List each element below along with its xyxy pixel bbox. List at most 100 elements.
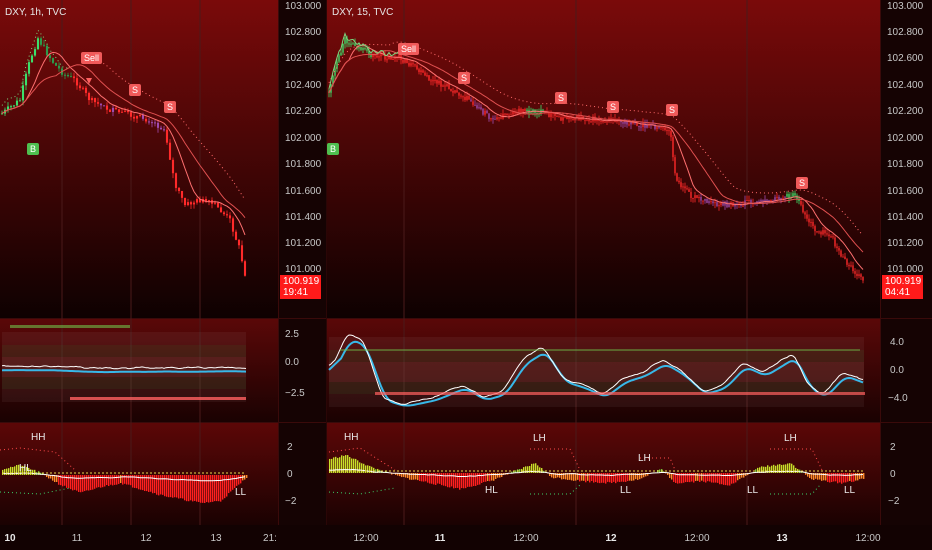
histogram-bar [80, 475, 82, 493]
buy-signal-flag: B [327, 143, 340, 155]
hist-tick: 0 [890, 469, 896, 480]
candle-body [362, 47, 364, 50]
candle-body [342, 43, 344, 53]
sell-signal-flag: S [458, 72, 471, 84]
histogram-bar [66, 475, 68, 488]
histogram-bar [20, 465, 22, 475]
candle-body [240, 245, 244, 262]
histogram-bar [571, 473, 573, 481]
pivot-band-line [530, 448, 581, 471]
histogram-bar [735, 473, 737, 483]
histogram-bar [711, 473, 713, 483]
histogram-bar [625, 473, 627, 482]
histogram-bar [705, 473, 707, 483]
candle-body [812, 221, 814, 227]
histogram-bar [431, 473, 433, 484]
histogram-bar [679, 473, 681, 484]
candle-body [804, 212, 806, 215]
osc-tick: 4.0 [890, 337, 904, 348]
histogram-bar [339, 457, 341, 473]
candle-body [418, 69, 420, 73]
candle-body [484, 110, 486, 115]
histogram-bar [58, 475, 60, 485]
histogram-bar [739, 473, 741, 480]
candle-body [498, 117, 500, 119]
histogram-bar [515, 470, 517, 473]
price-tick: 102.200 [285, 106, 322, 117]
histogram-bar [565, 473, 567, 480]
candle-body [706, 199, 708, 203]
histogram-bar [535, 463, 537, 473]
histogram-bar [156, 475, 158, 495]
histogram-bar [675, 473, 677, 483]
candle-body [600, 120, 602, 122]
candle-body [716, 202, 718, 206]
price-tick: 101.400 [887, 212, 924, 223]
histogram-bar [719, 473, 721, 485]
histogram-bar [158, 475, 160, 496]
sell-signal-flag: S [555, 92, 568, 104]
candle-body [506, 113, 508, 116]
candle-body [820, 231, 822, 235]
candle-body [468, 96, 470, 100]
candle-body [198, 199, 202, 203]
histogram-bar [623, 473, 625, 482]
candle-body [770, 200, 772, 202]
histogram-bar [48, 475, 50, 479]
histogram-bar [777, 464, 779, 473]
histogram-bar [397, 473, 399, 476]
histogram-bar [831, 473, 833, 483]
candle-body [216, 202, 220, 208]
candle-body [159, 127, 163, 130]
time-tick: 13 [210, 533, 222, 544]
histogram-bar [194, 475, 196, 501]
histogram-bar [687, 473, 689, 483]
candle-body [850, 265, 852, 267]
candle-body [470, 99, 472, 102]
histogram-bar [401, 473, 403, 478]
candle-body [536, 112, 538, 114]
histogram-bar [150, 475, 152, 492]
candle-body [646, 124, 648, 128]
pivot-label-ll: LL [747, 485, 759, 496]
histogram-bar [539, 467, 541, 473]
histogram-bar [671, 473, 673, 480]
histogram-bar [331, 458, 333, 473]
histogram-bar [773, 464, 775, 473]
candle-body [390, 56, 392, 60]
candle-body [836, 246, 838, 249]
right-chart-title[interactable]: DXY, 15, TVC [332, 7, 394, 18]
candle-body [678, 180, 680, 183]
histogram-bar [763, 466, 765, 473]
histogram-bar [329, 458, 331, 473]
histogram-bar [32, 469, 34, 475]
histogram-bar [78, 475, 80, 492]
histogram-bar [353, 458, 355, 473]
candle-body [436, 80, 438, 84]
candle-body [18, 100, 22, 102]
histogram-bar [148, 475, 150, 492]
candle-body [384, 54, 386, 60]
candle-body [586, 119, 588, 121]
histogram-bar [24, 465, 26, 475]
left-chart-title[interactable]: DXY, 1h, TVC [5, 7, 67, 18]
histogram-bar [369, 465, 371, 473]
price-tick: 103.000 [887, 1, 924, 12]
candle-body [72, 76, 76, 79]
candle-body [462, 96, 464, 98]
moving-average-line [328, 44, 864, 270]
histogram-bar [84, 475, 86, 492]
candle-body [856, 273, 858, 277]
histogram-bar [60, 475, 62, 486]
sell-signal-flag: Sell [398, 43, 420, 55]
candle-body [9, 106, 13, 108]
time-tick: 13 [776, 533, 788, 544]
candle-body [21, 85, 25, 101]
histogram-bar [6, 468, 8, 475]
histogram-bar [132, 475, 134, 488]
histogram-bar [669, 473, 671, 479]
histogram-bar [561, 473, 563, 480]
histogram-bar [783, 464, 785, 473]
